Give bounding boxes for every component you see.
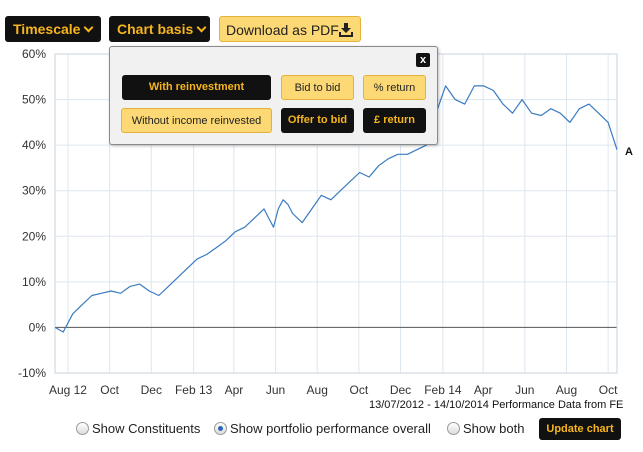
close-icon[interactable]: x <box>416 53 430 67</box>
chart-basis-menu: x With reinvestment Without income reinv… <box>109 46 438 145</box>
x-tick-label: Feb 14 <box>424 383 462 397</box>
pound-return-option[interactable]: £ return <box>363 108 426 133</box>
y-tick-label: 30% <box>22 184 46 198</box>
y-tick-label: 0% <box>29 320 47 334</box>
series-line <box>54 85 618 333</box>
x-tick-label: Aug 12 <box>49 383 87 397</box>
download-icon <box>339 23 353 37</box>
y-tick-label: 40% <box>22 138 46 152</box>
x-tick-label: Oct <box>100 383 119 397</box>
x-tick-label: Oct <box>599 383 618 397</box>
show-both-option[interactable]: Show both <box>447 420 524 438</box>
chart-series <box>54 85 618 333</box>
timescale-label: Timescale <box>13 21 81 37</box>
chevron-down-icon <box>196 22 207 33</box>
y-axis: -10% 0% 10% 20% 30% 40% 50% 60% <box>18 47 46 380</box>
with-reinvestment-option[interactable]: With reinvestment <box>122 75 271 100</box>
show-constituents-option[interactable]: Show Constituents <box>76 420 200 438</box>
percent-return-option[interactable]: % return <box>363 75 426 100</box>
show-both-radio[interactable] <box>447 422 460 435</box>
x-tick-label: Apr <box>474 383 493 397</box>
show-portfolio-option[interactable]: Show portfolio performance overall <box>214 420 431 438</box>
y-tick-label: 20% <box>22 229 46 243</box>
x-tick-label: Apr <box>225 383 244 397</box>
chart-basis-label: Chart basis <box>117 21 194 37</box>
y-tick-label: 50% <box>22 93 46 107</box>
update-chart-button[interactable]: Update chart <box>539 418 621 440</box>
x-tick-label: Dec <box>141 383 162 397</box>
x-tick-label: Feb 13 <box>175 383 213 397</box>
download-pdf-button[interactable]: Download as PDF <box>219 16 361 42</box>
chart-basis-button[interactable]: Chart basis <box>109 16 210 42</box>
show-both-label: Show both <box>463 421 525 436</box>
download-pdf-label: Download as PDF <box>226 22 339 38</box>
y-tick-label: -10% <box>18 366 46 380</box>
performance-range-note: 13/07/2012 - 14/10/2014 Performance Data… <box>369 399 624 411</box>
y-tick-label: 60% <box>22 47 46 61</box>
timescale-button[interactable]: Timescale <box>5 16 101 42</box>
x-tick-label: Jun <box>515 383 534 397</box>
show-constituents-radio[interactable] <box>76 422 89 435</box>
offer-to-bid-option[interactable]: Offer to bid <box>281 108 354 133</box>
without-income-reinvested-option[interactable]: Without income reinvested <box>121 108 272 133</box>
show-portfolio-label: Show portfolio performance overall <box>230 421 431 436</box>
bid-to-bid-option[interactable]: Bid to bid <box>281 75 354 100</box>
show-constituents-label: Show Constituents <box>92 421 201 436</box>
x-tick-label: Jun <box>266 383 285 397</box>
series-end-label: A <box>625 146 633 158</box>
x-tick-label: Oct <box>350 383 369 397</box>
x-tick-label: Dec <box>390 383 411 397</box>
y-tick-label: 10% <box>22 275 46 289</box>
chevron-down-icon <box>84 22 94 33</box>
x-tick-label: Aug <box>556 383 577 397</box>
x-axis: Aug 12 Oct Dec Feb 13 Apr Jun Aug Oct Dec Feb 14 A… <box>49 383 618 397</box>
show-portfolio-radio[interactable] <box>214 422 227 435</box>
x-tick-label: Aug <box>307 383 328 397</box>
